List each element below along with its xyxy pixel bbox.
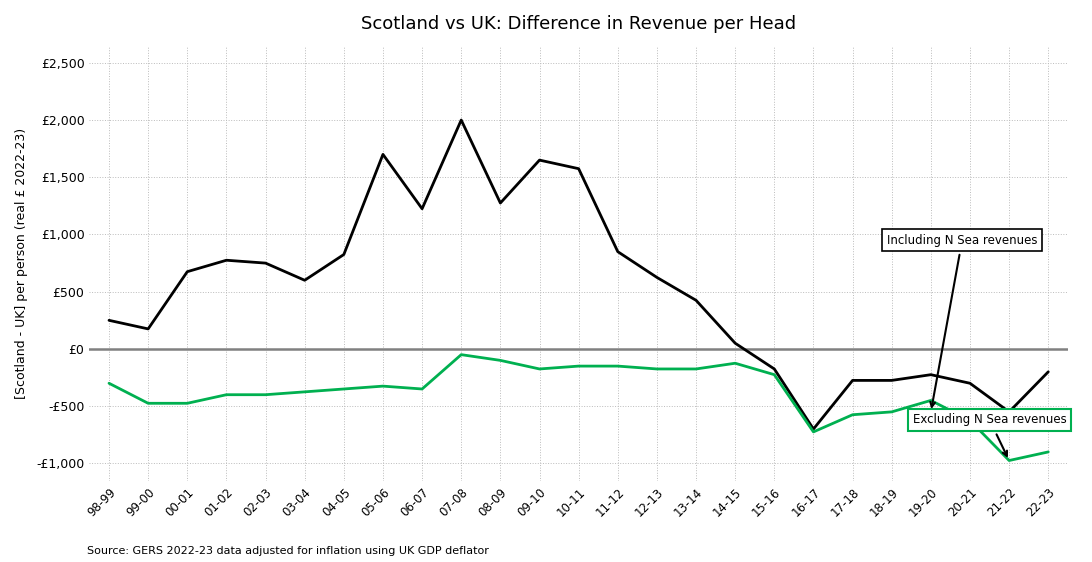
Text: Excluding N Sea revenues: Excluding N Sea revenues — [913, 414, 1067, 456]
Title: Scotland vs UK: Difference in Revenue per Head: Scotland vs UK: Difference in Revenue pe… — [361, 15, 796, 33]
Text: Including N Sea revenues: Including N Sea revenues — [887, 234, 1037, 407]
Y-axis label: [Scotland - UK] per person (real £ 2022-23): [Scotland - UK] per person (real £ 2022-… — [15, 128, 28, 398]
Text: Source: GERS 2022-23 data adjusted for inflation using UK GDP deflator: Source: GERS 2022-23 data adjusted for i… — [87, 546, 489, 556]
